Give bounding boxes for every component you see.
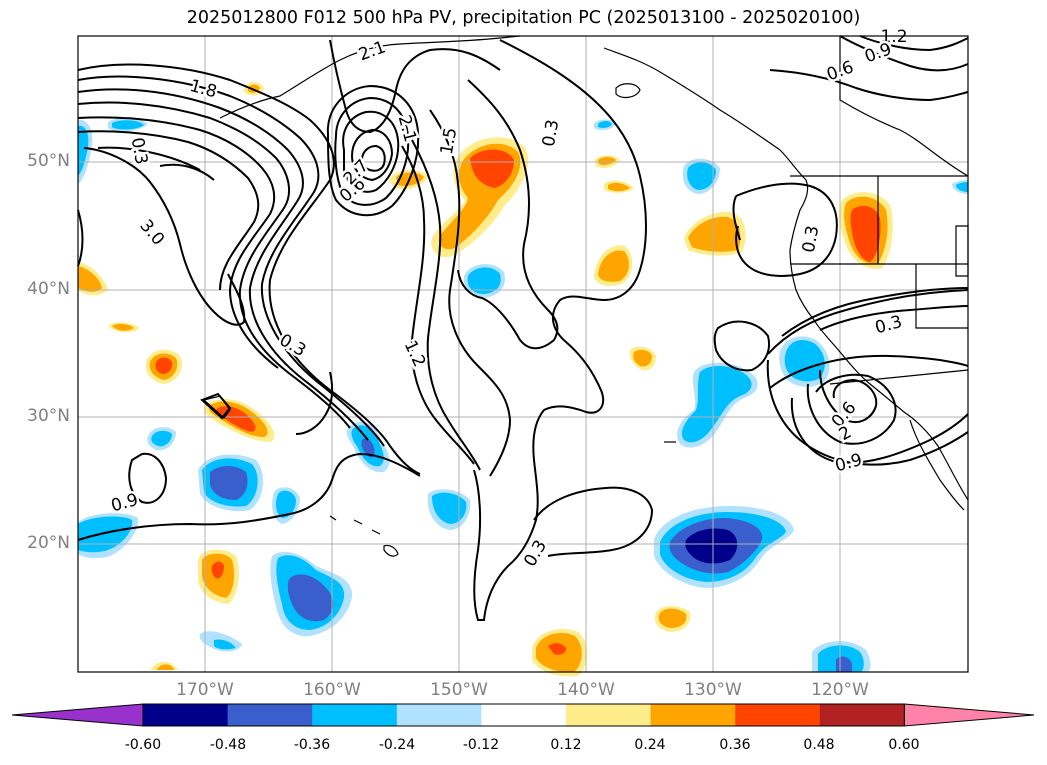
precip-blob-positive [594,245,633,286]
colorbar-tick-label: -0.36 [293,737,331,753]
colorbar-extend-low [11,703,144,727]
contour-label-halo: 0.3 [539,118,563,148]
precip-blob-negative [78,513,139,559]
lat-tick-label: 40°N [27,279,70,299]
contour-label: 0.6 [824,57,856,85]
contour-label-halo: 1.2 [880,27,907,47]
precip-blob-negative [346,421,390,473]
precip-blob-negative [112,120,144,130]
precip-blob-negative [198,454,264,512]
precipitation-shading [78,82,968,677]
colorbar-tick-label: 0.24 [634,737,666,753]
precip-blob-positive [156,664,174,670]
precip-blob-negative [427,489,471,530]
lat-tick-label: 50°N [27,151,70,171]
precip-blob-positive [633,349,652,367]
contour-label: 0.3 [520,537,551,570]
precip-blob-positive [145,349,183,384]
contour-label: 3.0 [135,216,168,250]
colorbar-swatch [735,704,821,726]
colorbar-tick-label: 0.36 [719,737,751,753]
precip-blob-positive [598,157,616,165]
precip-blob-positive [198,549,239,604]
contour-label: 0.3 [873,312,904,338]
contour-label: 0.3 [127,136,151,166]
lat-tick-label: 30°N [27,406,70,426]
contour-label-halo: 0.3 [127,136,151,166]
coastlines [202,35,969,557]
lon-tick-label: 150°W [430,680,488,700]
colorbar-swatch [227,704,313,726]
precip-blob-negative [147,427,176,451]
precip-blob-positive [608,182,630,192]
lon-tick-label: 160°W [303,680,361,700]
contour-label: 0.3 [539,118,563,148]
precip-blob-positive [78,266,102,292]
contour-label: 2.1 [356,37,388,65]
contour-label: 1.2 [880,27,907,47]
lat-tick-label: 20°N [27,533,70,553]
colorbar-tick-label: 0.60 [888,737,920,753]
contour-label: 0.9 [833,450,864,476]
colorbar-tick-label: -0.12 [462,737,500,753]
precip-blob-negative [812,641,871,672]
colorbar-frame [142,703,905,727]
precip-blob-positive [112,323,134,331]
precip-blob-negative [677,362,758,448]
colorbar-swatch [312,704,398,726]
contour-label: 0.3 [799,224,823,254]
precip-blob-positive [684,211,746,256]
contour-label: 1.2 [400,337,430,370]
colorbar [11,703,1035,727]
colorbar-tick-label: -0.48 [209,737,247,753]
precip-blob-negative [214,639,236,650]
map-title: 2025012800 F012 500 hPa PV, precipitatio… [186,8,861,28]
contour-label: 1.5 [437,126,461,156]
lon-tick-label: 140°W [557,680,615,700]
map-gridlines [78,36,968,672]
pv-contours [77,35,969,621]
lon-tick-label: 170°W [176,680,234,700]
precip-blob-positive [839,192,893,269]
colorbar-swatch [650,704,736,726]
precip-blob-negative [270,551,353,637]
colorbar-swatch [566,704,652,726]
precip-blob-positive [532,628,588,677]
precip-blob-negative [779,336,830,387]
colorbar-swatch [819,704,905,726]
colorbar-swatch [143,704,229,726]
precip-blob-negative [78,125,89,176]
lon-tick-label: 120°W [811,680,869,700]
contour-label: 1.8 [188,76,219,102]
contour-label: 0.9 [109,490,140,516]
colorbar-swatch [481,704,567,726]
precip-blob-negative [682,158,720,194]
colorbar-tick-label: -0.60 [124,737,162,753]
map-frame [77,35,969,673]
colorbar-extend-high [903,703,1035,727]
precip-blob-negative [272,487,300,524]
colorbar-tick-label: 0.48 [803,737,835,753]
colorbar-swatch [396,704,482,726]
precip-blob-negative [654,506,794,588]
lon-tick-label: 130°W [684,680,742,700]
precip-blob-negative [598,121,612,128]
colorbar-tick-label: -0.24 [378,737,416,753]
precip-blob-negative [956,182,968,192]
precip-blob-positive [203,398,275,442]
colorbar-tick-label: 0.12 [550,737,582,753]
precip-blob-positive [658,608,687,628]
